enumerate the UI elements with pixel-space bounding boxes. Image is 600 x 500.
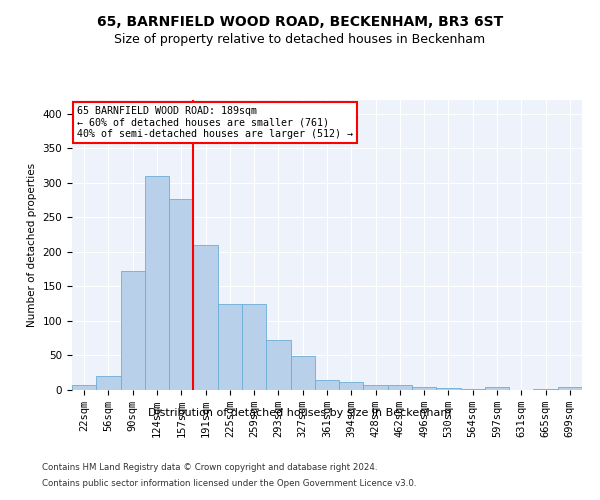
- Text: 65 BARNFIELD WOOD ROAD: 189sqm
← 60% of detached houses are smaller (761)
40% of: 65 BARNFIELD WOOD ROAD: 189sqm ← 60% of …: [77, 106, 353, 139]
- Text: 65, BARNFIELD WOOD ROAD, BECKENHAM, BR3 6ST: 65, BARNFIELD WOOD ROAD, BECKENHAM, BR3 …: [97, 15, 503, 29]
- Bar: [485, 387, 509, 390]
- Text: Size of property relative to detached houses in Beckenham: Size of property relative to detached ho…: [115, 32, 485, 46]
- Text: Contains HM Land Registry data © Crown copyright and database right 2024.: Contains HM Land Registry data © Crown c…: [42, 464, 377, 472]
- Bar: [96, 376, 121, 390]
- Text: Distribution of detached houses by size in Beckenham: Distribution of detached houses by size …: [148, 408, 452, 418]
- Bar: [218, 304, 242, 390]
- Text: Contains public sector information licensed under the Open Government Licence v3: Contains public sector information licen…: [42, 478, 416, 488]
- Bar: [290, 356, 315, 390]
- Bar: [388, 385, 412, 390]
- Bar: [266, 340, 290, 390]
- Bar: [193, 245, 218, 390]
- Y-axis label: Number of detached properties: Number of detached properties: [27, 163, 37, 327]
- Bar: [169, 198, 193, 390]
- Bar: [145, 176, 169, 390]
- Bar: [242, 304, 266, 390]
- Bar: [339, 382, 364, 390]
- Bar: [364, 385, 388, 390]
- Bar: [533, 388, 558, 390]
- Bar: [315, 380, 339, 390]
- Bar: [436, 388, 461, 390]
- Bar: [558, 387, 582, 390]
- Bar: [72, 385, 96, 390]
- Bar: [412, 386, 436, 390]
- Bar: [121, 271, 145, 390]
